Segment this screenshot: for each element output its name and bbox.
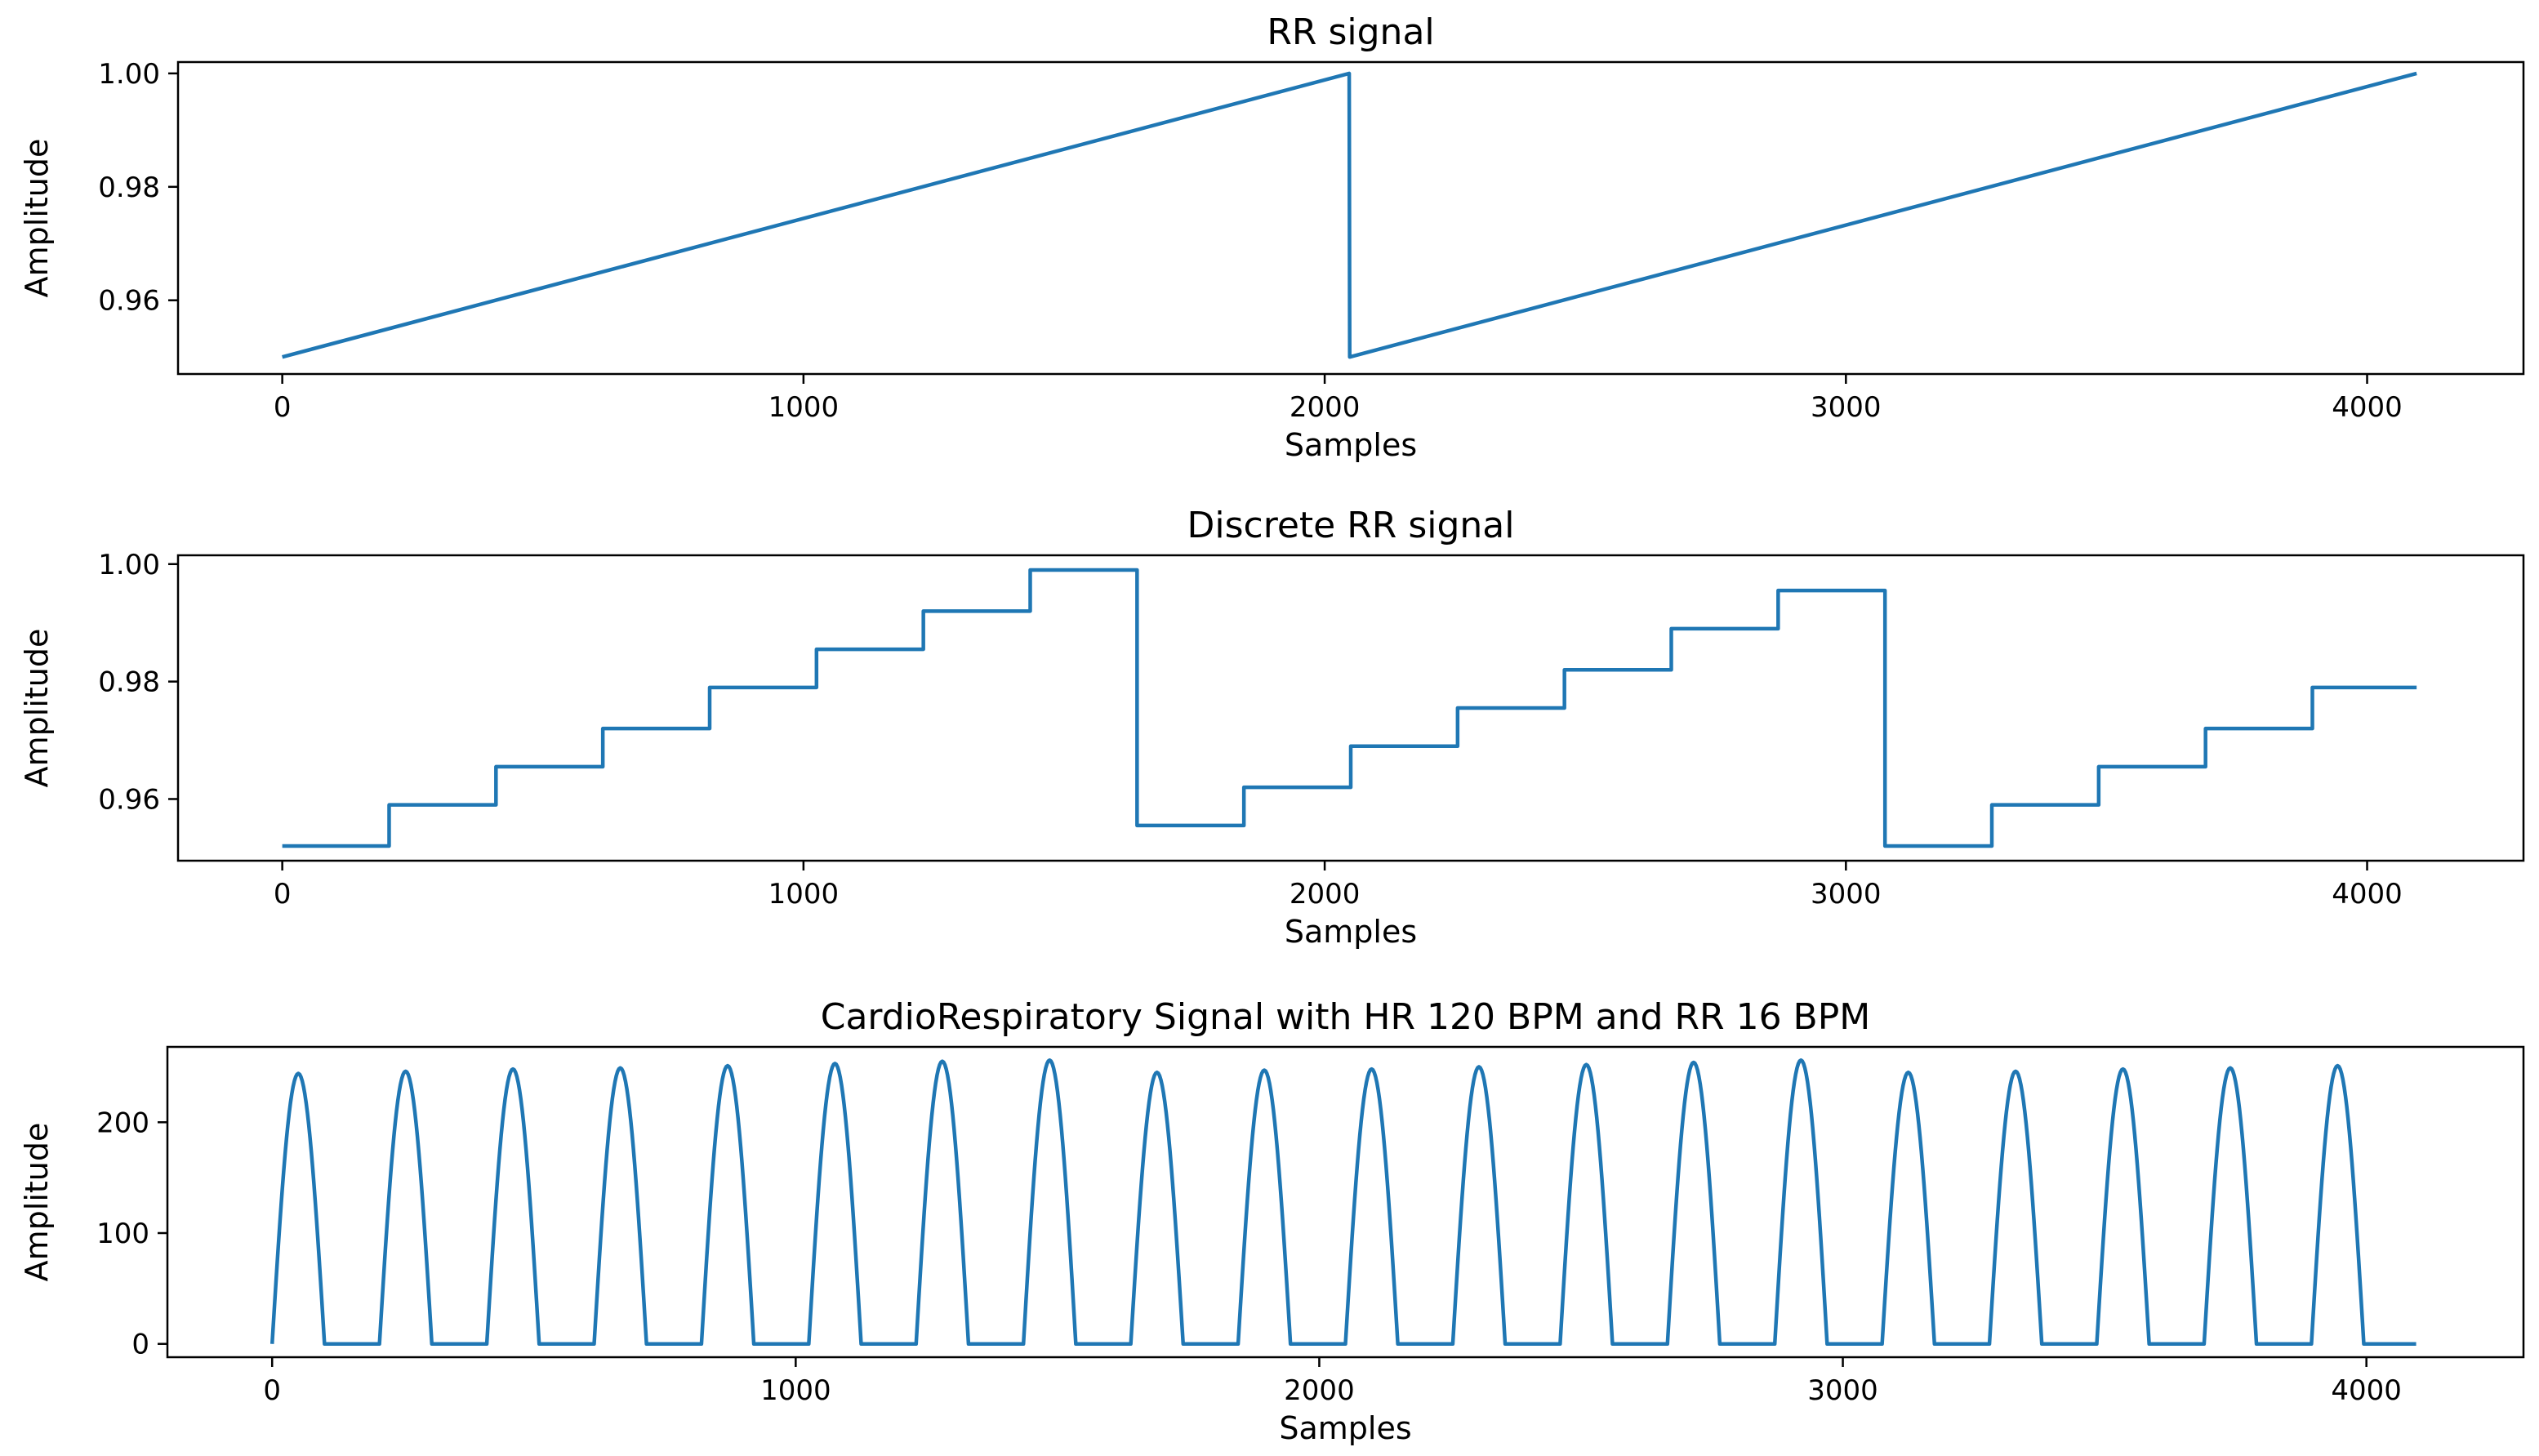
x-axis-label: Samples [1285, 914, 1417, 950]
subplot-1: RR signal 0 1000 2000 3000 4000 0.96 0.98 1.00 Sa… [19, 11, 2525, 463]
subplot-3: CardioRespiratory Signal with HR 120 BPM… [19, 996, 2525, 1446]
y-tick-label: 1.00 [98, 58, 160, 91]
x-tick-label: 4000 [2331, 1374, 2402, 1407]
chart-title: CardioRespiratory Signal with HR 120 BPM… [821, 996, 1870, 1038]
x-tick-label: 3000 [1807, 1374, 1878, 1407]
y-tick-label: 0.96 [98, 783, 160, 816]
x-axis-label: Samples [1279, 1410, 1411, 1446]
subplot-2: Discrete RR signal 0 1000 2000 3000 4000 0.96 0… [19, 505, 2525, 950]
x-tick-label: 1000 [768, 391, 840, 424]
y-axis-label: Amplitude [19, 629, 55, 788]
x-tick-label: 0 [263, 1374, 281, 1407]
series-line [269, 1058, 2417, 1346]
x-tick-label: 4000 [2332, 391, 2403, 424]
x-tick-label: 2000 [1290, 878, 1361, 911]
x-tick-label: 0 [274, 878, 292, 911]
y-tick-label: 0.96 [98, 285, 160, 318]
x-axis-label: Samples [1285, 427, 1417, 463]
x-tick-label: 3000 [1811, 391, 1882, 424]
y-axis-label: Amplitude [19, 139, 55, 298]
x-tick-label: 4000 [2332, 878, 2403, 911]
y-axis-label: Amplitude [19, 1123, 55, 1282]
chart-title: Discrete RR signal [1187, 505, 1514, 546]
x-tick-label: 2000 [1284, 1374, 1355, 1407]
plot-area [176, 554, 2525, 862]
x-tick-label: 0 [274, 391, 292, 424]
y-tick-label: 0.98 [98, 171, 160, 204]
series-line [282, 568, 2417, 848]
series-line [282, 71, 2417, 359]
plot-area [166, 1045, 2525, 1359]
y-tick-label: 0 [131, 1329, 149, 1361]
x-tick-label: 1000 [768, 878, 840, 911]
x-tick-label: 2000 [1290, 391, 1361, 424]
y-tick-label: 0.98 [98, 666, 160, 699]
y-tick-label: 100 [96, 1218, 149, 1250]
plot-area [176, 60, 2525, 376]
y-tick-label: 200 [96, 1106, 149, 1139]
chart-title: RR signal [1267, 11, 1434, 53]
x-tick-label: 1000 [760, 1374, 831, 1407]
x-tick-label: 3000 [1811, 878, 1882, 911]
y-tick-label: 1.00 [98, 549, 160, 581]
